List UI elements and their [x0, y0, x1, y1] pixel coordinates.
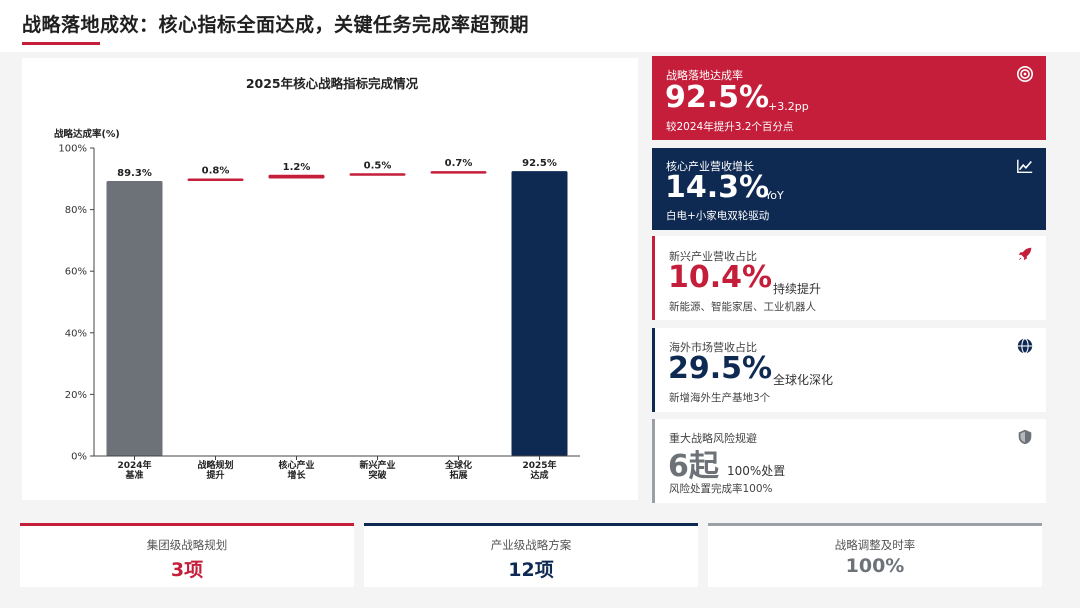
- card-accent-bar: [364, 523, 698, 526]
- kpi-sub: +3.2pp: [768, 100, 809, 113]
- kpi-value: 92.5%: [665, 80, 770, 115]
- y-tick-label: 80%: [65, 205, 87, 216]
- card-strategy-adjustment-timeliness: 战略调整及时率 100%: [708, 523, 1042, 587]
- bar-3: [268, 174, 325, 179]
- card-accent-bar: [20, 523, 354, 526]
- x-tick-label: 突破: [368, 469, 387, 481]
- kpi-value: 6起: [668, 449, 719, 484]
- x-tick-label: 全球化: [444, 459, 472, 471]
- kpi-label: 海外市场营收占比: [669, 341, 757, 354]
- data-label: 0.5%: [364, 160, 392, 171]
- kpi-sub: YoY: [765, 189, 784, 202]
- page-title: 战略落地成效：核心指标全面达成，关键任务完成率超预期: [22, 14, 530, 36]
- kpi-note: 风险处置完成率100%: [669, 483, 773, 495]
- kpi-sub: 持续提升: [773, 282, 822, 296]
- chart-title: 2025年核心战略指标完成情况: [246, 76, 419, 91]
- data-label: 0.8%: [202, 165, 230, 176]
- bar-4: [349, 173, 406, 176]
- kpi-strategy-achievement: 战略落地达成率 92.5% +3.2pp 较2024年提升3.2个百分点: [652, 56, 1046, 140]
- x-tick-label: 战略规划: [197, 459, 233, 471]
- card-label: 战略调整及时率: [834, 538, 916, 552]
- card-value: 100%: [845, 555, 905, 577]
- kpi-note: 新能源、智能家居、工业机器人: [669, 301, 816, 313]
- kpi-note: 白电+小家电双轮驱动: [666, 210, 770, 222]
- data-label: 0.7%: [445, 158, 473, 169]
- kpi-label: 核心产业营收增长: [666, 160, 754, 173]
- y-tick-label: 20%: [65, 390, 87, 401]
- chart-panel: 2025年核心战略指标完成情况 战略达成率(%) 0% 20% 40% 60% 80% 1…: [22, 58, 638, 500]
- data-labels: 89.3% 0.8% 1.2% 0.5% 0.7% 92.5%: [117, 158, 557, 179]
- y-tick-label: 40%: [65, 328, 87, 339]
- kpi-emerging-revenue-share: 新兴产业营收占比 10.4% 持续提升 新能源、智能家居、工业机器人: [652, 236, 1046, 320]
- x-tick-label: 新兴产业: [359, 459, 395, 471]
- header: 战略落地成效：核心指标全面达成，关键任务完成率超预期: [0, 0, 1080, 52]
- bars: [106, 171, 568, 456]
- rocket-icon: [1018, 247, 1032, 261]
- x-tick-label: 增长: [287, 469, 306, 481]
- globe-icon: [1017, 338, 1033, 354]
- kpi-label: 战略落地达成率: [666, 69, 743, 82]
- kpi-core-revenue-growth: 核心产业营收增长 14.3% YoY 白电+小家电双轮驱动: [652, 148, 1046, 230]
- kpi-label: 新兴产业营收占比: [669, 250, 757, 263]
- bar-5: [430, 171, 487, 174]
- card-group-strategy-plans: 集团级战略规划 3项: [20, 523, 354, 587]
- x-tick-label: 提升: [206, 469, 224, 481]
- shield-icon: [1018, 429, 1032, 445]
- data-label: 89.3%: [117, 168, 152, 179]
- x-tick-label: 2025年: [522, 459, 556, 471]
- x-tick-label: 拓展: [449, 469, 467, 481]
- kpi-sub: 100%处置: [727, 464, 786, 478]
- card-value: 12项: [508, 559, 554, 581]
- bar-2: [187, 178, 244, 181]
- card-accent-bar: [708, 523, 1042, 526]
- y-tick-label: 60%: [65, 267, 87, 278]
- card-label: 产业级战略方案: [490, 538, 572, 552]
- kpi-sub: 全球化深化: [773, 373, 834, 387]
- kpi-note: 新增海外生产基地3个: [669, 392, 771, 404]
- y-tick-label: 100%: [58, 144, 87, 155]
- x-tick-label: 2024年: [117, 459, 151, 471]
- kpi-major-risk-avoidance: 重大战略风险规避 6起 100%处置 风险处置完成率100%: [652, 419, 1046, 503]
- x-tick-label: 达成: [530, 469, 548, 481]
- y-axis-label: 战略达成率(%): [54, 128, 120, 140]
- kpi-label: 重大战略风险规避: [669, 432, 757, 445]
- data-label: 92.5%: [522, 158, 557, 169]
- trend-chart-icon: [1017, 159, 1033, 174]
- kpi-overseas-revenue-share: 海外市场营收占比 29.5% 全球化深化 新增海外生产基地3个: [652, 328, 1046, 412]
- target-icon: [1016, 65, 1034, 83]
- title-underline: [22, 42, 100, 45]
- data-label: 1.2%: [283, 162, 311, 173]
- kpi-value: 10.4%: [668, 260, 773, 295]
- x-tick-label: 基准: [124, 469, 143, 481]
- kpi-value: 29.5%: [668, 351, 773, 386]
- bar-chart: 2025年核心战略指标完成情况 战略达成率(%) 0% 20% 40% 60% 80% 1…: [54, 76, 580, 481]
- card-value: 3项: [170, 559, 204, 581]
- bar-6: [511, 171, 568, 456]
- kpi-value: 14.3%: [665, 170, 770, 205]
- kpi-note: 较2024年提升3.2个百分点: [666, 121, 794, 133]
- bar-1: [106, 180, 163, 456]
- card-industry-strategy-plans: 产业级战略方案 12项: [364, 523, 698, 587]
- x-tick-label: 核心产业: [278, 459, 314, 471]
- card-label: 集团级战略规划: [146, 538, 228, 552]
- y-tick-label: 0%: [71, 452, 87, 463]
- y-axis-ticks: 0% 20% 40% 60% 80% 100%: [58, 144, 94, 463]
